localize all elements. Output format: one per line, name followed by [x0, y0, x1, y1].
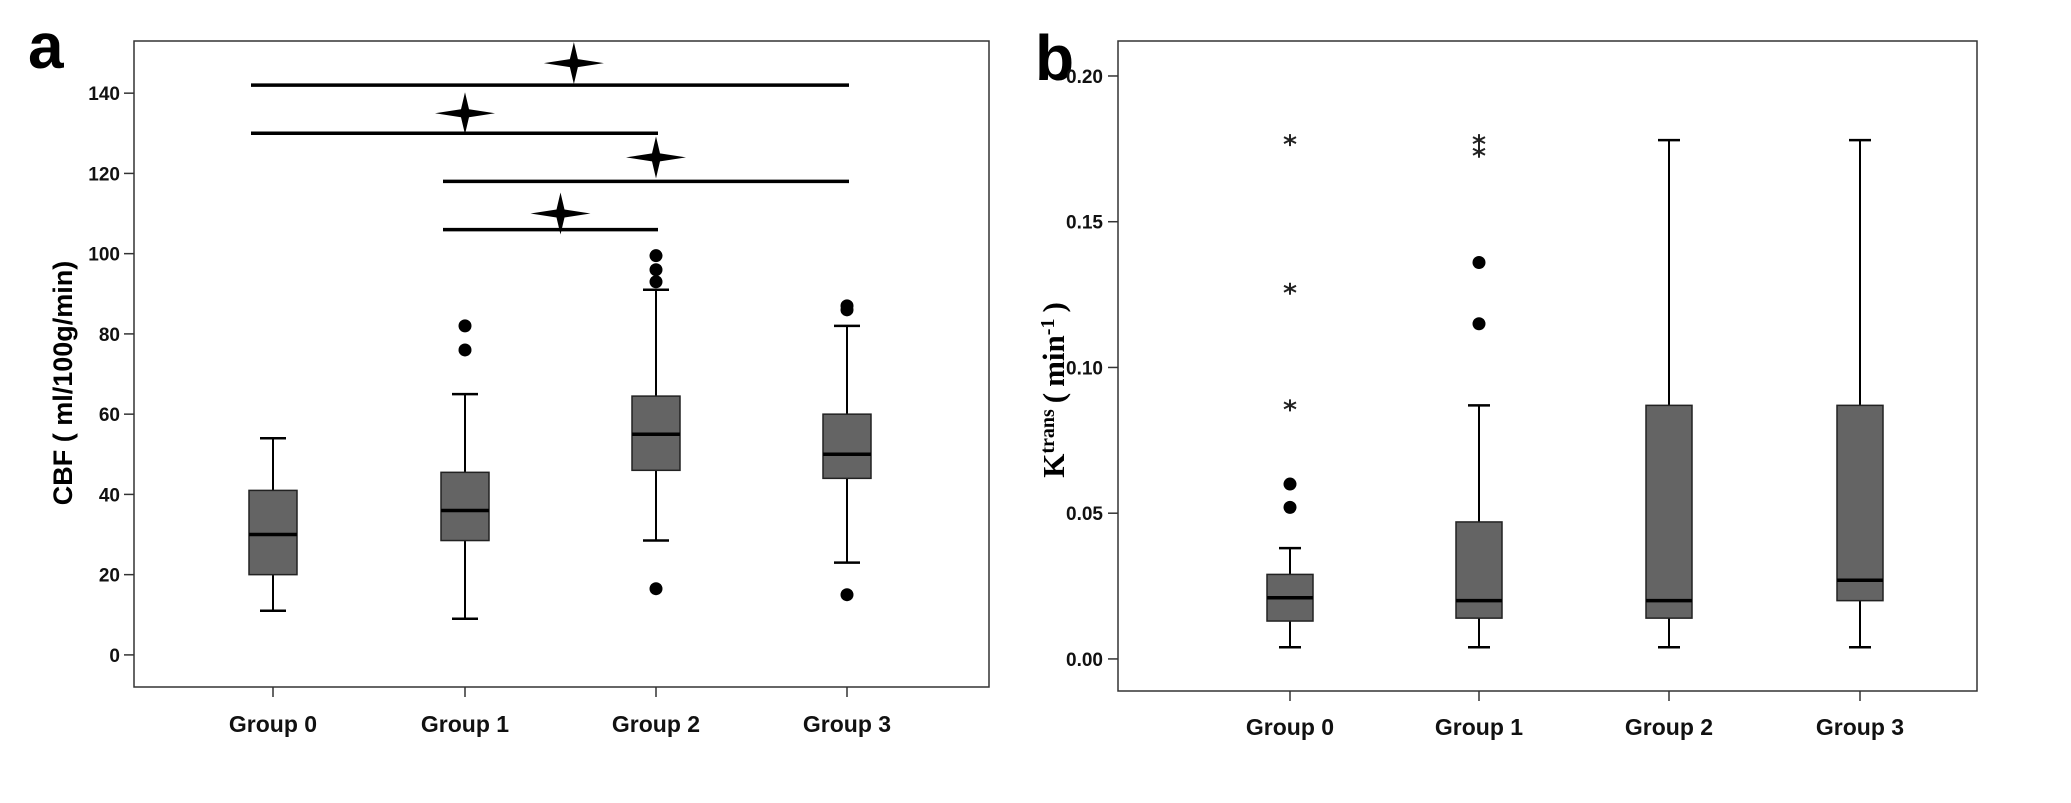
ylabel-unit: min	[1036, 335, 1071, 387]
extreme-star	[1283, 134, 1297, 147]
ylabel-superscript: trans	[1037, 409, 1059, 454]
ylabel-unit-exponent: -1	[1037, 319, 1059, 336]
b-box-0	[1266, 134, 1314, 649]
b-x-tick-label: Group 0	[1246, 714, 1334, 740]
a-y-tick-label: 100	[88, 245, 120, 266]
ylabel-close-paren: )	[1036, 302, 1071, 312]
significance-star-marker	[626, 136, 686, 179]
b-y-tick-label: 0.20	[1066, 67, 1103, 88]
iqr-box	[248, 489, 298, 576]
panel-a-y-axis-title: CBF ( ml/100g/min)	[48, 261, 78, 506]
outlier-dot	[1472, 317, 1486, 331]
significance-star-marker	[543, 42, 604, 85]
outlier-dot	[1283, 477, 1297, 491]
iqr-box	[440, 471, 490, 542]
panel-a-label: a	[28, 10, 64, 82]
a-x-tick-label: Group 1	[421, 711, 509, 737]
b-x-tick-label: Group 1	[1435, 714, 1523, 740]
extreme-star	[1472, 145, 1486, 158]
panel-a-chart: a CBF ( ml/100g/min) 020406080100120140 …	[28, 10, 990, 737]
outlier-dot	[649, 582, 663, 596]
a-x-tick-label: Group 3	[803, 711, 891, 737]
outlier-dot	[840, 588, 854, 602]
b-y-tick-label: 0.10	[1066, 358, 1103, 379]
a-y-tick-label: 60	[99, 405, 120, 426]
panel-b-label: b	[1035, 22, 1074, 94]
a-box-1	[440, 319, 490, 621]
a-box-2	[631, 249, 681, 596]
a-y-tick-label: 80	[99, 325, 120, 346]
a-x-tick-label: Group 0	[229, 711, 317, 737]
extreme-star	[1283, 399, 1297, 412]
iqr-box	[822, 413, 872, 480]
a-x-tick-label: Group 2	[612, 711, 700, 737]
outlier-dot	[458, 319, 472, 333]
a-y-tick-label: 120	[88, 164, 120, 185]
significance-star-marker	[435, 92, 495, 135]
extreme-star	[1472, 134, 1486, 147]
a-y-tick-label: 40	[99, 485, 120, 506]
b-y-tick-label: 0.00	[1066, 650, 1103, 671]
a-box-0	[248, 436, 298, 613]
b-box-3	[1836, 138, 1884, 649]
outlier-dot	[1283, 500, 1297, 514]
panel-b-chart: b Ktrans ( min-1) 0.00 0.05 0.10 0.15 0.20 Gro…	[1035, 22, 1978, 740]
outlier-dot	[649, 263, 663, 277]
outlier-dot	[840, 299, 854, 313]
iqr-box	[1836, 404, 1884, 602]
b-x-tick-label: Group 3	[1816, 714, 1904, 740]
a-y-tick-label: 140	[88, 84, 120, 105]
panel-b-plot-frame	[1117, 40, 1978, 692]
outlier-dot	[1472, 256, 1486, 270]
a-y-tick-label: 0	[109, 646, 120, 667]
panel-b-y-axis-title: Ktrans ( min-1)	[1036, 302, 1071, 478]
b-y-tick-label: 0.15	[1066, 213, 1103, 234]
a-box-3	[822, 299, 872, 602]
b-x-tick-label: Group 2	[1625, 714, 1713, 740]
panel-a-plot-frame	[133, 40, 990, 688]
outlier-dot	[649, 275, 663, 289]
significance-star-marker	[530, 192, 591, 235]
b-box-2	[1645, 138, 1693, 649]
iqr-box	[1455, 521, 1503, 619]
b-y-tick-label: 0.05	[1066, 504, 1103, 525]
ylabel-open-paren: (	[1036, 393, 1071, 403]
ylabel-base: K	[1036, 454, 1071, 478]
b-box-1	[1455, 134, 1503, 649]
a-y-tick-label: 20	[99, 566, 120, 587]
iqr-box	[1645, 404, 1693, 619]
outlier-dot	[649, 249, 663, 263]
extreme-star	[1283, 282, 1297, 295]
outlier-dot	[458, 343, 472, 357]
